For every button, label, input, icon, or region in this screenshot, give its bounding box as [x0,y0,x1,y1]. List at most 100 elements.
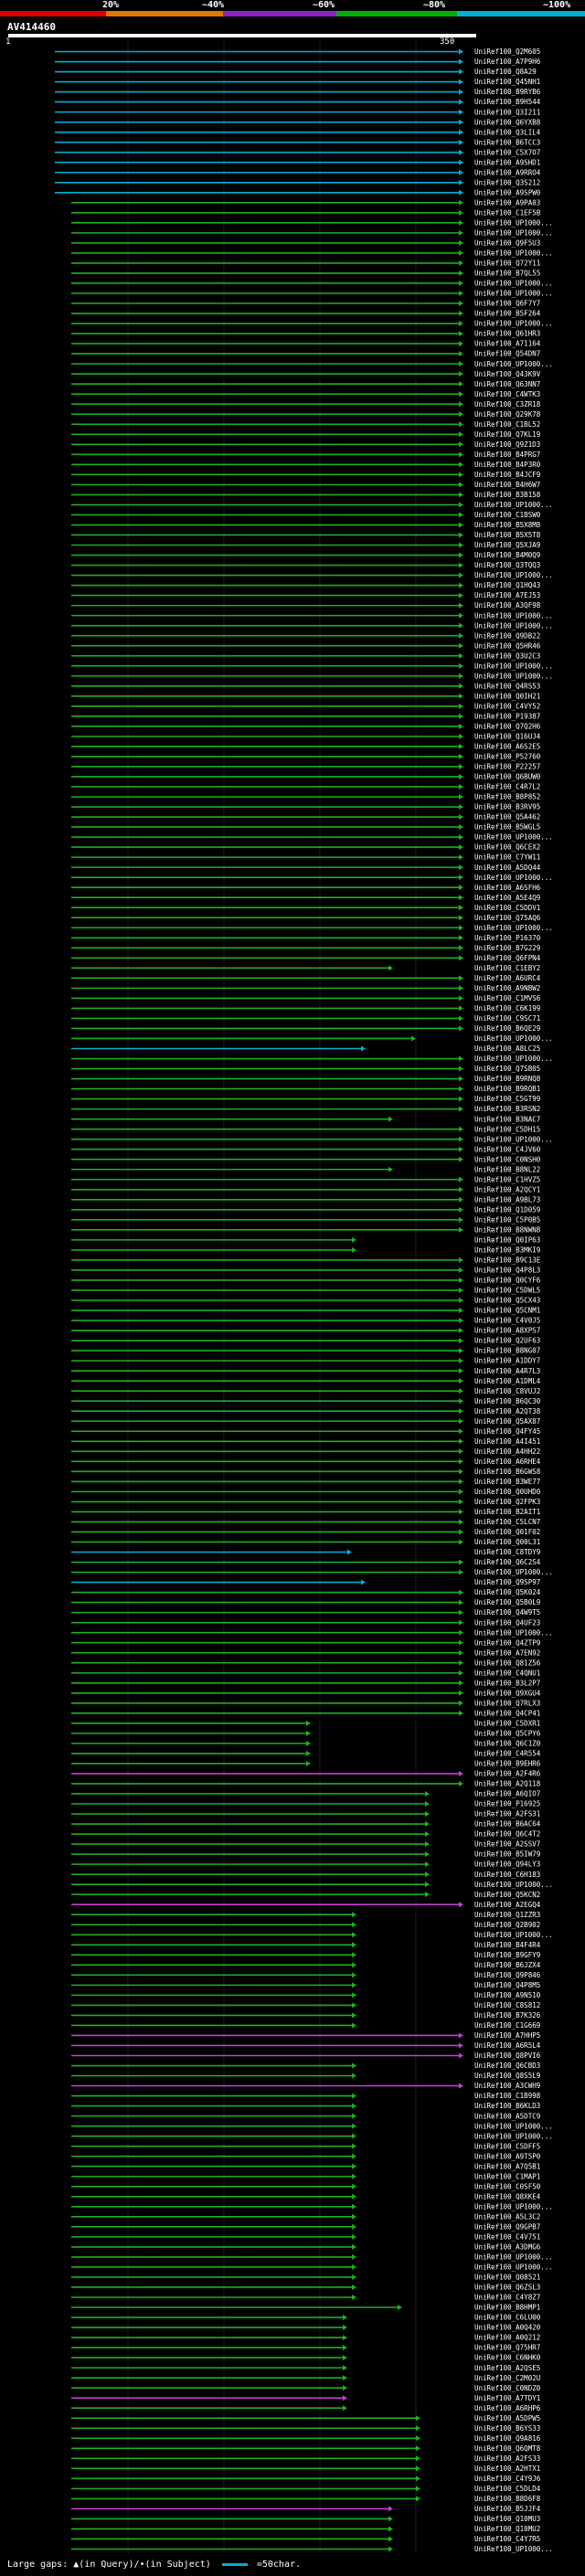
hit-label[interactable]: UniRef100_Q8PVI6 [474,2051,541,2060]
hit-label[interactable]: UniRef100_B3WE77 [474,1478,540,1486]
hit-label[interactable]: UniRef100_Q16UJ4 [474,733,541,741]
hit-label[interactable]: UniRef100_B9H544 [474,98,541,106]
hit-label[interactable]: UniRef100_Q9XGU4 [474,1689,541,1697]
hit-label[interactable]: UniRef100_B4P3R0 [474,461,541,469]
hit-label[interactable]: UniRef100_UP1000... [474,1055,553,1063]
hit-label[interactable]: UniRef100_A2QSE5 [474,2364,540,2372]
hit-label[interactable]: UniRef100_C1EBY2 [474,964,540,972]
hit-label[interactable]: UniRef100_Q5A462 [474,813,540,822]
hit-label[interactable]: UniRef100_C4Y7R5 [474,2535,540,2543]
hit-label[interactable]: UniRef100_A6QIO7 [474,1790,540,1798]
hit-label[interactable]: UniRef100_Q5K024 [474,1588,541,1596]
hit-label[interactable]: UniRef100_C6LU00 [474,2314,541,2322]
hit-label[interactable]: UniRef100_Q94LY3 [474,1860,540,1869]
hit-label[interactable]: UniRef100_P16925 [474,1800,540,1808]
hit-label[interactable]: UniRef100_Q4FY45 [474,1427,540,1436]
hit-label[interactable]: UniRef100_A8LC25 [474,1044,540,1053]
hit-label[interactable]: UniRef100_Q45NH1 [474,78,540,86]
hit-label[interactable]: UniRef100_B5F264 [474,310,541,318]
hit-label[interactable]: UniRef100_UP1000... [474,662,553,670]
hit-label[interactable]: UniRef100_Q5CNM1 [474,1307,540,1315]
hit-label[interactable]: UniRef100_Q7SB05 [474,1065,540,1073]
hit-label[interactable]: UniRef100_A1DDY7 [474,1357,540,1365]
hit-label[interactable]: UniRef100_UP1000... [474,2253,553,2262]
hit-label[interactable]: UniRef100_B3B158 [474,491,541,499]
hit-label[interactable]: UniRef100_UP1000... [474,571,553,579]
hit-label[interactable]: UniRef100_C4R7L2 [474,783,540,791]
hit-label[interactable]: UniRef100_Q0IH21 [474,692,540,700]
hit-label[interactable]: UniRef100_C4V751 [474,2232,540,2241]
hit-label[interactable]: UniRef100_A9RRO4 [474,168,541,176]
hit-label[interactable]: UniRef100_C4VY52 [474,702,540,710]
hit-label[interactable]: UniRef100_A2FS31 [474,1810,540,1818]
hit-label[interactable]: UniRef100_Q2FPK3 [474,1498,540,1506]
hit-label[interactable]: UniRef100_C5DFF5 [474,2142,540,2150]
hit-label[interactable]: UniRef100_UP1000... [474,621,553,630]
hit-label[interactable]: UniRef100_Q4P8M5 [474,1981,540,1989]
hit-label[interactable]: UniRef100_B6AC64 [474,1820,541,1829]
hit-label[interactable]: UniRef100_A5DTC9 [474,2112,540,2120]
hit-label[interactable]: UniRef100_Q5CX43 [474,1297,540,1305]
hit-label[interactable]: UniRef100_A0Q212 [474,2334,540,2342]
hit-label[interactable]: UniRef100_C6H183 [474,1871,540,1879]
hit-label[interactable]: UniRef100_Q43K9V [474,370,541,378]
hit-label[interactable]: UniRef100_C1B998 [474,2092,541,2100]
hit-label[interactable]: UniRef100_B3L2P7 [474,1679,540,1687]
hit-label[interactable]: UniRef100_Q75AQ6 [474,914,541,922]
hit-label[interactable]: UniRef100_Q4RS53 [474,682,540,690]
hit-label[interactable]: UniRef100_Q8XKE4 [474,2192,541,2200]
hit-label[interactable]: UniRef100_Q2B902 [474,1921,540,1929]
hit-label[interactable]: UniRef100_Q7KL19 [474,430,540,439]
hit-label[interactable]: UniRef100_A8XPS7 [474,1327,540,1335]
hit-label[interactable]: UniRef100_Q5XJA9 [474,541,540,549]
hit-label[interactable]: UniRef100_Q0IP63 [474,1236,540,1245]
hit-label[interactable]: UniRef100_A7TDY1 [474,2394,540,2402]
hit-label[interactable]: UniRef100_B8NL22 [474,1165,540,1173]
hit-label[interactable]: UniRef100_C7YW11 [474,853,540,862]
hit-label[interactable]: UniRef100_C1EF5B [474,208,541,217]
hit-label[interactable]: UniRef100_A4HH22 [474,1447,540,1456]
hit-label[interactable]: UniRef100_B3RSN2 [474,1105,540,1113]
hit-label[interactable]: UniRef100_UP1000... [474,1931,553,1939]
hit-label[interactable]: UniRef100_B8D6F8 [474,2495,541,2503]
hit-label[interactable]: UniRef100_UP1000... [474,874,553,882]
hit-label[interactable]: UniRef100_Q3TQQ3 [474,561,540,569]
hit-label[interactable]: UniRef100_C4Y8Z7 [474,2294,540,2302]
hit-label[interactable]: UniRef100_Q6YXB8 [474,118,541,126]
hit-label[interactable]: UniRef100_UP1000... [474,1628,553,1637]
hit-label[interactable]: UniRef100_C4WTK3 [474,390,540,398]
hit-label[interactable]: UniRef100_A9N510 [474,1991,541,1999]
hit-label[interactable]: UniRef100_Q3I211 [474,108,540,116]
hit-label[interactable]: UniRef100_Q1HQ43 [474,581,540,589]
hit-label[interactable]: UniRef100_C8TDY9 [474,1548,540,1556]
hit-label[interactable]: UniRef100_Q9SP97 [474,1578,540,1586]
hit-label[interactable]: UniRef100_C3ZR18 [474,400,541,408]
hit-label[interactable]: UniRef100_B7K326 [474,2011,541,2019]
hit-label[interactable]: UniRef100_Q8A29 [474,68,537,76]
hit-label[interactable]: UniRef100_C5DLD4 [474,2485,541,2493]
hit-label[interactable]: UniRef100_A0Q420 [474,2324,541,2332]
hit-label[interactable]: UniRef100_A7Q5B1 [474,2162,540,2170]
hit-label[interactable]: UniRef100_Q6F7Y7 [474,300,540,308]
hit-label[interactable]: UniRef100_C5DDV1 [474,904,540,912]
hit-label[interactable]: UniRef100_UP1000... [474,2122,553,2130]
hit-label[interactable]: UniRef100_B9RYB6 [474,88,541,96]
hit-label[interactable]: UniRef100_Q08521 [474,2274,540,2282]
hit-label[interactable]: UniRef100_C5X7O7 [474,148,540,156]
hit-label[interactable]: UniRef100_B6YS33 [474,2424,540,2433]
hit-label[interactable]: UniRef100_A3CWH9 [474,2082,540,2090]
hit-label[interactable]: UniRef100_UP1000... [474,320,553,328]
hit-label[interactable]: UniRef100_A4I451 [474,1437,540,1446]
hit-label[interactable]: UniRef100_A1DML4 [474,1377,541,1385]
hit-label[interactable]: UniRef100_Q1D059 [474,1205,540,1214]
hit-label[interactable]: UniRef100_A3QF98 [474,601,541,610]
hit-label[interactable]: UniRef100_Q9F5U3 [474,239,540,248]
hit-label[interactable]: UniRef100_UP1000... [474,924,553,932]
hit-label[interactable]: UniRef100_Q3U2C3 [474,652,540,660]
hit-label[interactable]: UniRef100_UP1000... [474,2545,553,2553]
hit-label[interactable]: UniRef100_A7EJ53 [474,591,540,599]
hit-label[interactable]: UniRef100_Q4UF23 [474,1618,540,1627]
hit-label[interactable]: UniRef100_Q9GPB7 [474,2222,540,2231]
hit-label[interactable]: UniRef100_P16370 [474,934,541,942]
hit-label[interactable]: UniRef100_C6NHK0 [474,2354,541,2362]
